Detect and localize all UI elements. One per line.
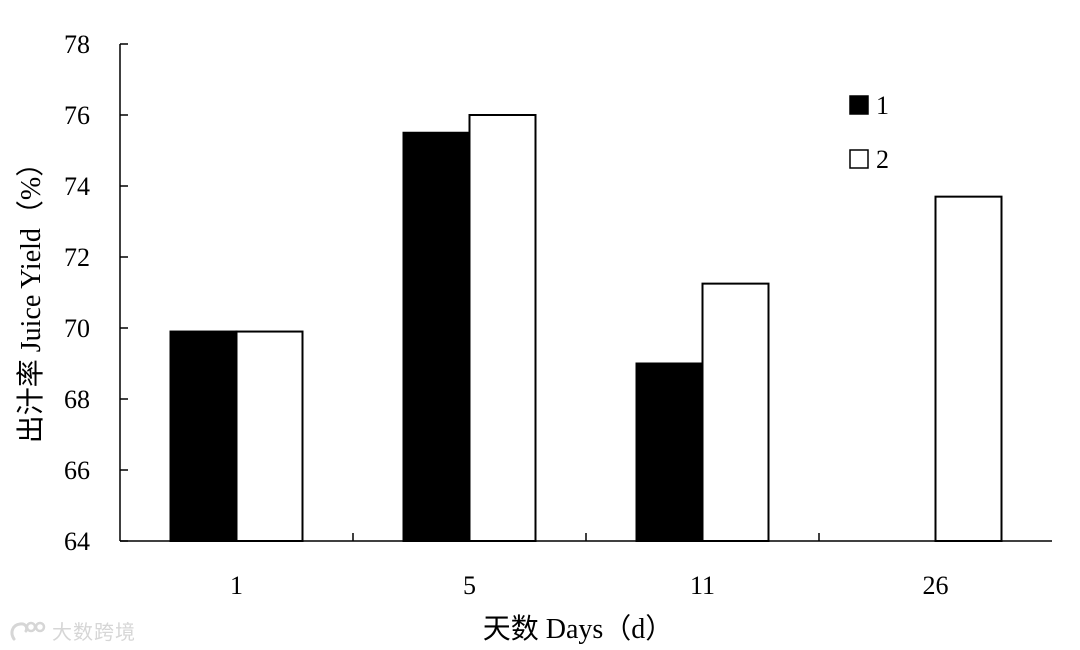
- bar-series-1-day-11: [635, 362, 704, 542]
- y-tick-label: 72: [64, 243, 90, 272]
- bar-series-2-day-5: [468, 114, 537, 542]
- y-tick-label: 68: [64, 385, 90, 414]
- bar-series-1-day-1: [169, 330, 238, 542]
- x-tick-label: 11: [690, 571, 715, 600]
- legend-swatch-1: [849, 95, 869, 115]
- y-axis-title: 出汁率 Juice Yield（%）: [15, 149, 47, 443]
- x-axis-title: 天数 Days（d）: [483, 613, 674, 645]
- y-tick-label: 76: [64, 101, 90, 130]
- legend: 12: [849, 91, 889, 174]
- x-tick-label: 26: [923, 571, 949, 600]
- ticks-layer: 64 66 68 70 72 74 76 78 1 5 11 26: [64, 30, 949, 600]
- watermark: 大数跨境: [8, 616, 136, 645]
- legend-label-2: 2: [876, 145, 889, 174]
- bar-series-2-day-11: [701, 282, 770, 542]
- y-tick-label: 70: [64, 314, 90, 343]
- watermark-text: 大数跨境: [52, 620, 136, 644]
- x-tick-label: 1: [230, 571, 243, 600]
- y-tick-label: 78: [64, 30, 90, 59]
- logo-icon: [10, 621, 46, 640]
- legend-swatch-2: [849, 149, 869, 169]
- y-tick-label: 64: [64, 527, 90, 556]
- y-tick-label: 66: [64, 456, 90, 485]
- bar-series-2-day-26: [934, 195, 1003, 542]
- legend-label-1: 1: [876, 91, 889, 120]
- x-tick-label: 5: [463, 571, 476, 600]
- bar-series-2-day-1: [235, 330, 304, 542]
- bars-layer: [169, 114, 1003, 542]
- y-tick-label: 74: [64, 172, 90, 201]
- bar-series-1-day-5: [402, 131, 471, 542]
